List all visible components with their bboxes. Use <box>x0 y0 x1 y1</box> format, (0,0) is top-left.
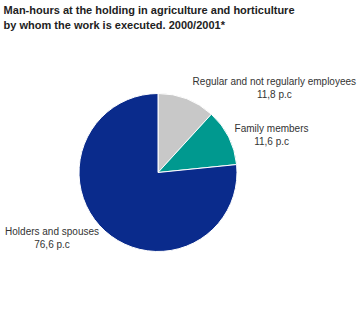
svg-text:Man-hours at the holding in ag: Man-hours at the holding in agriculture … <box>4 4 295 30</box>
svg-text:Holders and spouses76,6 p.c: Holders and spouses76,6 p.c <box>5 226 99 250</box>
svg-text:Regular and not regularly empl: Regular and not regularly employees11,8 … <box>193 76 356 100</box>
svg-text:Family members11,6 p.c: Family members11,6 p.c <box>235 123 309 147</box>
